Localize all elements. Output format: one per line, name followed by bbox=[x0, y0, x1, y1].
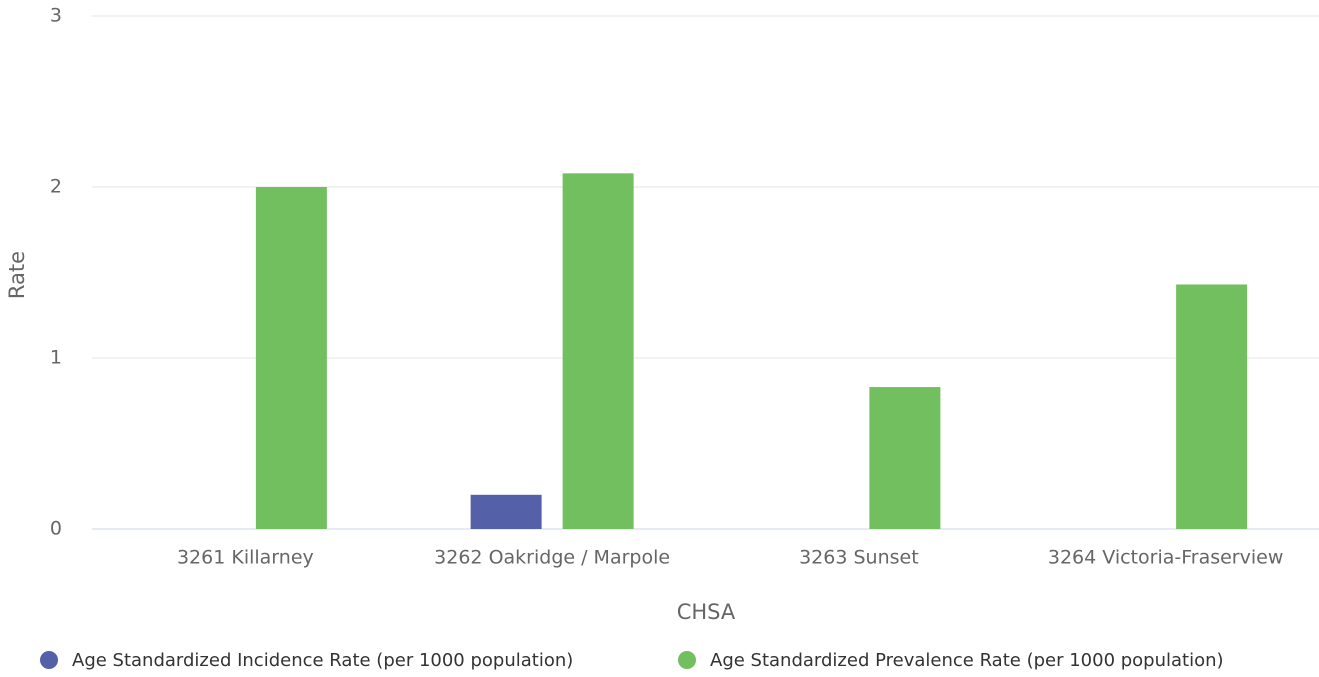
y-tick-label: 0 bbox=[50, 518, 62, 540]
y-tick-label: 1 bbox=[50, 347, 62, 369]
x-tick-label: 3263 Sunset bbox=[799, 547, 919, 569]
legend-label: Age Standardized Prevalence Rate (per 10… bbox=[710, 650, 1224, 671]
y-tick-label: 2 bbox=[50, 176, 62, 198]
x-tick-label: 3262 Oakridge / Marpole bbox=[434, 547, 670, 569]
legend-label: Age Standardized Incidence Rate (per 100… bbox=[72, 650, 573, 671]
bar bbox=[470, 494, 542, 529]
y-tick-label: 3 bbox=[50, 5, 62, 27]
bar bbox=[1176, 284, 1248, 529]
x-tick-label: 3261 Killarney bbox=[177, 547, 314, 569]
x-tick-label: 3264 Victoria-Fraserview bbox=[1048, 547, 1284, 569]
bar bbox=[255, 187, 327, 529]
bar bbox=[869, 387, 941, 529]
bar bbox=[562, 173, 634, 529]
legend-marker bbox=[678, 651, 696, 669]
y-axis-title: Rate bbox=[5, 251, 29, 299]
legend-marker bbox=[40, 651, 58, 669]
x-axis-title: CHSA bbox=[677, 600, 736, 624]
